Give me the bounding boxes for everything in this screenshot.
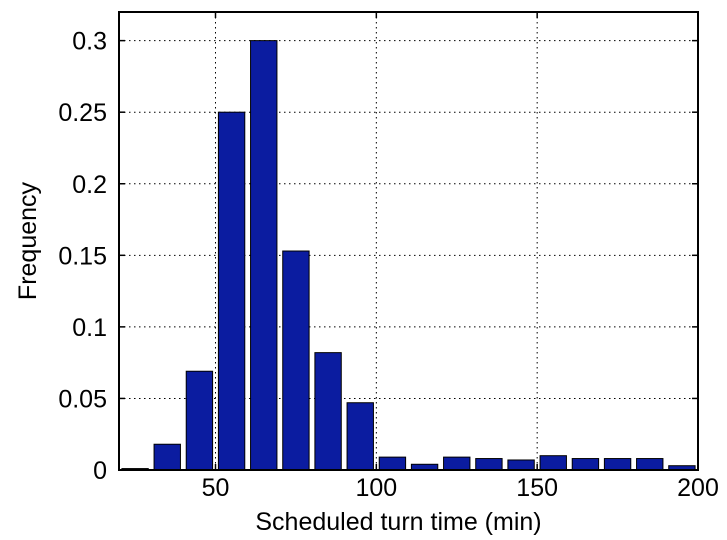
y-axis-label: Frequency [14,181,42,300]
histogram-bar [217,111,246,471]
histogram-bar [443,456,471,471]
histogram-bar [185,370,214,471]
histogram-bar [282,250,310,471]
x-tick-label: 150 [516,474,558,502]
ticks [119,12,699,471]
y-tick-label: 0.2 [72,171,107,199]
bars [121,40,696,471]
histogram-bar [378,456,407,471]
y-tick-labels: 0 0.05 0.1 0.15 0.2 0.25 0.3 [58,28,107,485]
histogram-bar [250,40,278,471]
x-tick-labels: 50 100 150 200 [202,474,719,502]
x-tick-label: 200 [677,474,719,502]
y-tick-label: 0.25 [58,99,107,127]
x-tick-label: 50 [202,474,230,502]
plot-frame [118,11,699,471]
y-tick-label: 0 [93,457,107,485]
histogram-bar [539,455,567,471]
histogram-bar [507,459,535,471]
histogram-bar [571,458,600,471]
y-tick-label: 0.15 [58,242,107,270]
y-tick-label: 0.05 [58,385,107,413]
histogram-bar [346,402,374,471]
y-tick-label: 0.3 [72,28,107,56]
histogram-bar [314,352,342,471]
x-axis-label: Scheduled turn time (min) [255,508,541,536]
histogram-bar [636,458,664,471]
x-tick-label: 100 [355,474,397,502]
y-tick-label: 0.1 [72,314,107,342]
histogram-bar [475,458,503,471]
histogram-bar [153,443,181,471]
histogram-bar [603,458,632,471]
